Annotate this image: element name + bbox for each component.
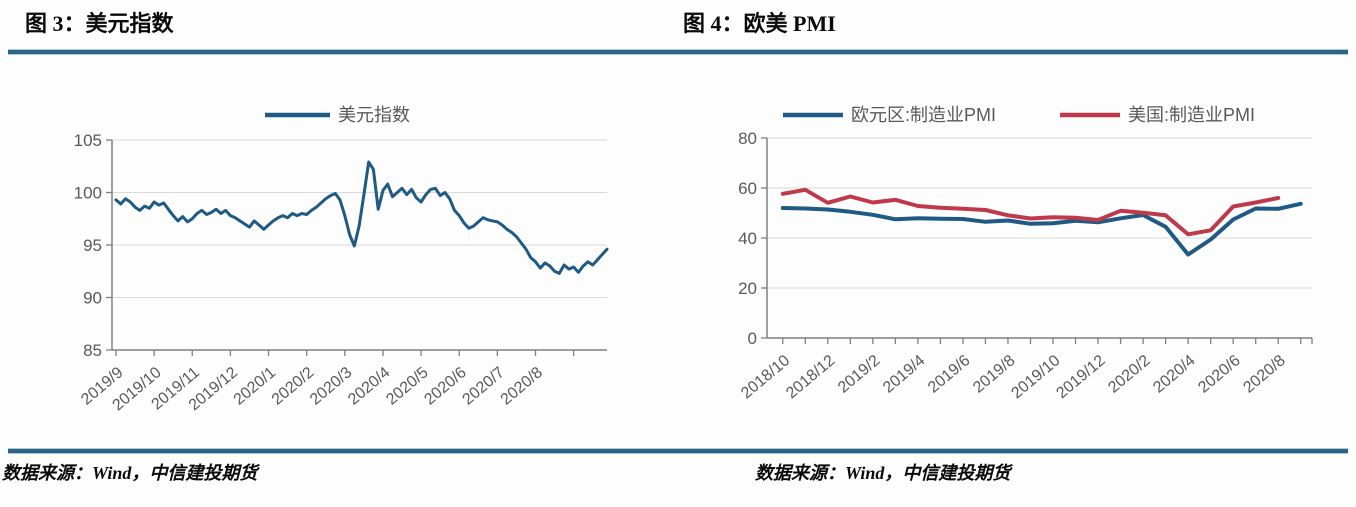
y-tick-label: 90 bbox=[83, 289, 102, 308]
series-line bbox=[780, 201, 1303, 257]
x-tick-label: 2019/12 bbox=[1053, 352, 1108, 402]
x-tick-label: 2018/12 bbox=[783, 352, 838, 402]
x-tick-label: 2020/6 bbox=[421, 364, 469, 409]
pmi-chart-panel: 0 20 40 60 80 2018/10 2018/12 2019/2 2019/4 2019/… bbox=[660, 60, 1356, 446]
x-tick-label: 2020/8 bbox=[1240, 352, 1288, 397]
legend-label: 美国:制造业PMI bbox=[1128, 105, 1255, 125]
x-tick-label: 2019/10 bbox=[1008, 352, 1063, 402]
pmi-line-chart: 0204060802018/102018/122019/22019/42019/… bbox=[738, 105, 1313, 402]
x-tick-label: 2020/5 bbox=[383, 364, 431, 409]
y-tick-label: 95 bbox=[83, 236, 102, 255]
footer-divider-rule bbox=[8, 448, 1348, 454]
y-tick-label: 105 bbox=[74, 131, 102, 150]
y-tick-label: 80 bbox=[738, 129, 757, 148]
x-tick-label: 2020/6 bbox=[1195, 352, 1243, 397]
x-tick-label: 2020/3 bbox=[307, 364, 355, 409]
series-line bbox=[780, 187, 1281, 237]
header-divider-rule bbox=[8, 49, 1348, 55]
x-tick-label: 2020/2 bbox=[1105, 352, 1153, 397]
y-tick-label: 60 bbox=[738, 179, 757, 198]
legend-label: 美元指数 bbox=[338, 105, 410, 125]
y-tick-label: 40 bbox=[738, 229, 757, 248]
data-source-note-left: 数据来源：Wind，中信建投期货 bbox=[2, 463, 258, 483]
series-line bbox=[114, 160, 609, 275]
x-tick-label: 2020/7 bbox=[460, 364, 508, 409]
y-tick-label: 20 bbox=[738, 279, 757, 298]
figure4-title: 图 4：欧美 PMI bbox=[683, 11, 836, 36]
y-tick-label: 100 bbox=[74, 184, 102, 203]
x-tick-label: 2018/10 bbox=[738, 352, 793, 402]
dollar-index-line-chart: 8590951001052019/92019/102019/112019/122… bbox=[74, 105, 609, 414]
figure3-title: 图 3：美元指数 bbox=[25, 11, 174, 36]
x-tick-label: 2019/6 bbox=[925, 352, 973, 397]
dollar-index-chart-panel: 85 90 95 100 105 2019/9 2019/10 2019/11 2019/12 2… bbox=[0, 60, 660, 446]
y-tick-label: 85 bbox=[83, 341, 102, 360]
x-tick-label: 2019/4 bbox=[880, 352, 928, 397]
y-tick-label: 0 bbox=[748, 329, 757, 348]
x-tick-label: 2020/4 bbox=[1150, 352, 1198, 397]
x-tick-label: 2020/8 bbox=[498, 364, 546, 409]
data-source-note-right: 数据来源：Wind，中信建投期货 bbox=[755, 463, 1011, 483]
x-tick-label: 2020/1 bbox=[231, 364, 279, 409]
x-tick-label: 2019/2 bbox=[835, 352, 883, 397]
x-tick-label: 2020/2 bbox=[269, 364, 317, 409]
x-tick-label: 2020/4 bbox=[345, 364, 393, 409]
legend-label: 欧元区:制造业PMI bbox=[851, 105, 996, 125]
